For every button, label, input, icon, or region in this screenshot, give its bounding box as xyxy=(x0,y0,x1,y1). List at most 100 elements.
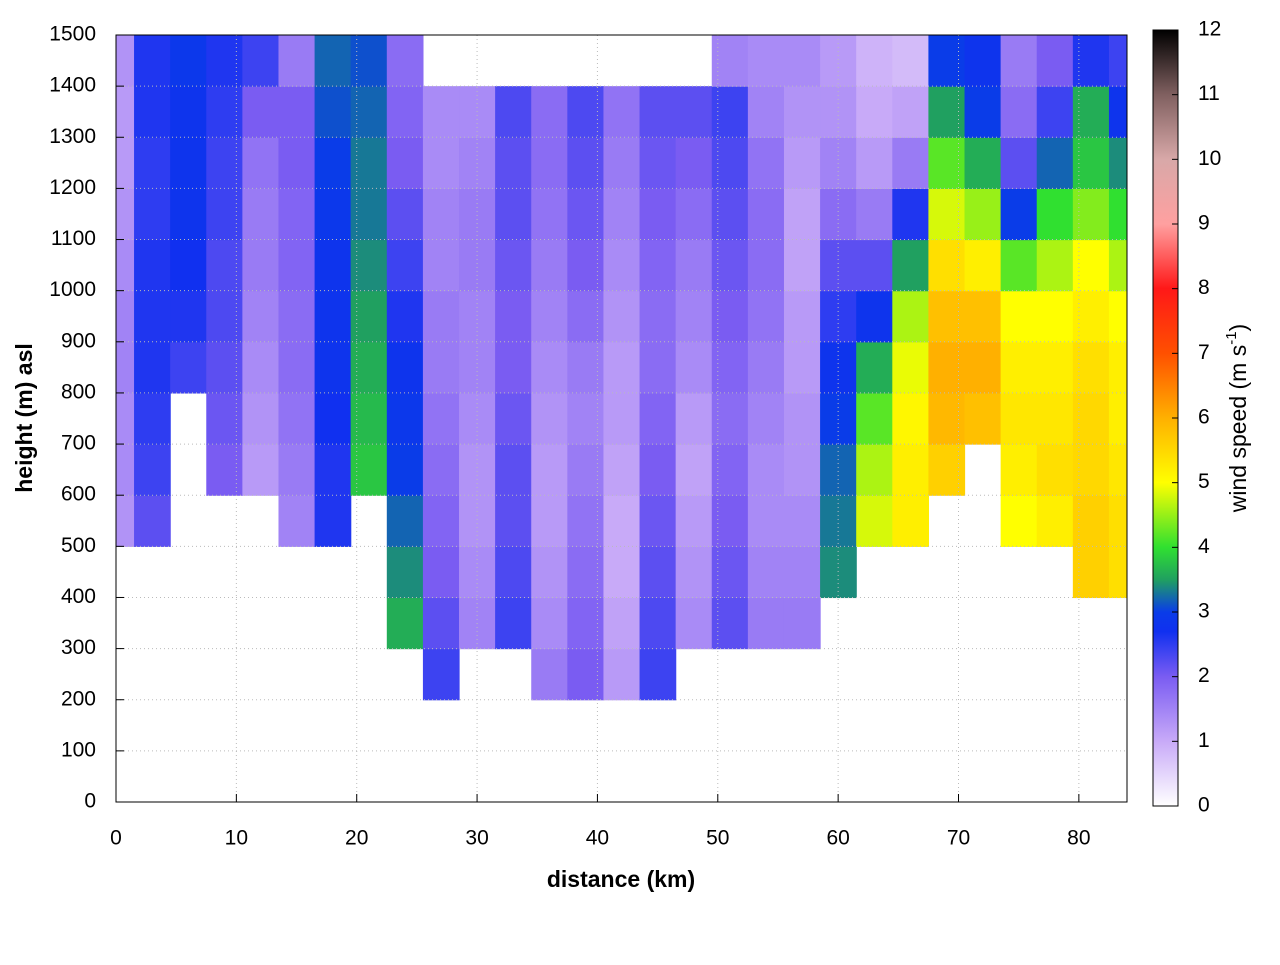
heatmap-cell xyxy=(242,444,280,496)
heatmap-cell xyxy=(964,35,1002,87)
heatmap-cell xyxy=(1036,188,1074,241)
heatmap-cell xyxy=(639,495,677,547)
heatmap-cell xyxy=(531,137,568,189)
heatmap-cell xyxy=(206,239,243,292)
heatmap-cell xyxy=(783,137,821,189)
heatmap-cell xyxy=(928,444,966,496)
heatmap-cell xyxy=(350,444,388,496)
heatmap-cell xyxy=(422,86,460,138)
heatmap-cell xyxy=(1072,495,1110,547)
heatmap-cell xyxy=(350,392,388,445)
heatmap-cell xyxy=(495,86,532,138)
heatmap-cell xyxy=(278,35,316,87)
y-tick-label: 300 xyxy=(61,636,96,659)
x-tick-label: 80 xyxy=(1067,827,1090,850)
heatmap-cell xyxy=(386,341,424,394)
heatmap-cell xyxy=(964,239,1002,292)
colorbar-tick-label: 0 xyxy=(1198,794,1210,817)
heatmap-cell xyxy=(116,86,135,138)
y-tick-label: 0 xyxy=(84,790,96,813)
heatmap-cell xyxy=(892,392,930,445)
heatmap-cell xyxy=(856,495,893,547)
heatmap-cell xyxy=(386,495,424,547)
heatmap-cell xyxy=(567,86,605,138)
heatmap-cell xyxy=(856,35,893,87)
colorbar-tick-label: 9 xyxy=(1198,212,1210,235)
heatmap-cell xyxy=(783,495,821,547)
heatmap-cell xyxy=(783,35,821,87)
heatmap-cell xyxy=(531,648,568,701)
heatmap-cell xyxy=(422,137,460,189)
colorbar-tick-label: 10 xyxy=(1198,147,1221,170)
heatmap-cell xyxy=(567,188,605,241)
heatmap-cell xyxy=(495,444,532,496)
heatmap-cell xyxy=(1000,495,1038,547)
heatmap-cell xyxy=(314,495,352,547)
heatmap-cell xyxy=(278,188,316,241)
heatmap-cell xyxy=(531,341,568,394)
heatmap-cell xyxy=(531,239,568,292)
colorbar-label-sup: -1 xyxy=(1223,331,1240,344)
heatmap-cell xyxy=(242,290,280,343)
heatmap-cell xyxy=(928,188,966,241)
heatmap-cell xyxy=(386,239,424,292)
heatmap-cell xyxy=(747,290,785,343)
heatmap-cell xyxy=(278,86,316,138)
heatmap-cell xyxy=(1072,290,1110,343)
heatmap-cell xyxy=(459,290,496,343)
heatmap-cell xyxy=(495,546,532,599)
heatmap-cell xyxy=(531,188,568,241)
heatmap-cell xyxy=(1036,35,1074,87)
heatmap-cell xyxy=(639,239,677,292)
heatmap-cell xyxy=(206,188,243,241)
colorbar-label: wind speed (m s-1) xyxy=(1223,324,1251,513)
heatmap-cell xyxy=(495,188,532,241)
heatmap-cell xyxy=(928,35,966,87)
heatmap-cell xyxy=(567,495,605,547)
heatmap-cell xyxy=(314,137,352,189)
heatmap-cell xyxy=(747,341,785,394)
heatmap-cell xyxy=(639,597,677,650)
heatmap-cell xyxy=(206,35,243,87)
heatmap-cell xyxy=(350,86,388,138)
y-tick-label: 700 xyxy=(61,432,96,455)
x-tick-label: 20 xyxy=(345,827,368,850)
heatmap-cell xyxy=(1000,35,1038,87)
heatmap-cell xyxy=(422,341,460,394)
heatmap-cell xyxy=(116,290,135,343)
heatmap-cell xyxy=(170,35,207,87)
colorbar-label-end: ) xyxy=(1225,324,1251,332)
heatmap-cell xyxy=(422,392,460,445)
heatmap-cell xyxy=(747,239,785,292)
heatmap-cell xyxy=(603,444,641,496)
heatmap-cell xyxy=(567,341,605,394)
heatmap-cell xyxy=(1108,188,1127,241)
heatmap-cell xyxy=(350,341,388,394)
heatmap-cell xyxy=(242,188,280,241)
heatmap-cell xyxy=(531,86,568,138)
heatmap-cell xyxy=(1000,290,1038,343)
heatmap-cell xyxy=(116,392,135,445)
heatmap-cell xyxy=(134,239,171,292)
y-tick-label: 1300 xyxy=(49,125,96,148)
heatmap-cell xyxy=(892,35,930,87)
y-tick-label: 800 xyxy=(61,380,96,403)
heatmap-cell xyxy=(1036,137,1074,189)
y-tick-label: 600 xyxy=(61,483,96,506)
heatmap-cell xyxy=(1108,35,1127,87)
heatmap-cell xyxy=(278,392,316,445)
heatmap-cell xyxy=(134,392,171,445)
heatmap-cell xyxy=(711,546,749,599)
heatmap-cell xyxy=(386,188,424,241)
heatmap-cell xyxy=(314,86,352,138)
heatmap-cell xyxy=(242,137,280,189)
heatmap-cell xyxy=(892,495,930,547)
heatmap-cell xyxy=(242,341,280,394)
x-tick-label: 60 xyxy=(826,827,849,850)
heatmap-cell xyxy=(314,392,352,445)
heatmap-cell xyxy=(711,35,749,87)
heatmap-cell xyxy=(278,137,316,189)
heatmap-cell xyxy=(639,290,677,343)
heatmap-cell xyxy=(1072,188,1110,241)
heatmap-cell xyxy=(422,444,460,496)
